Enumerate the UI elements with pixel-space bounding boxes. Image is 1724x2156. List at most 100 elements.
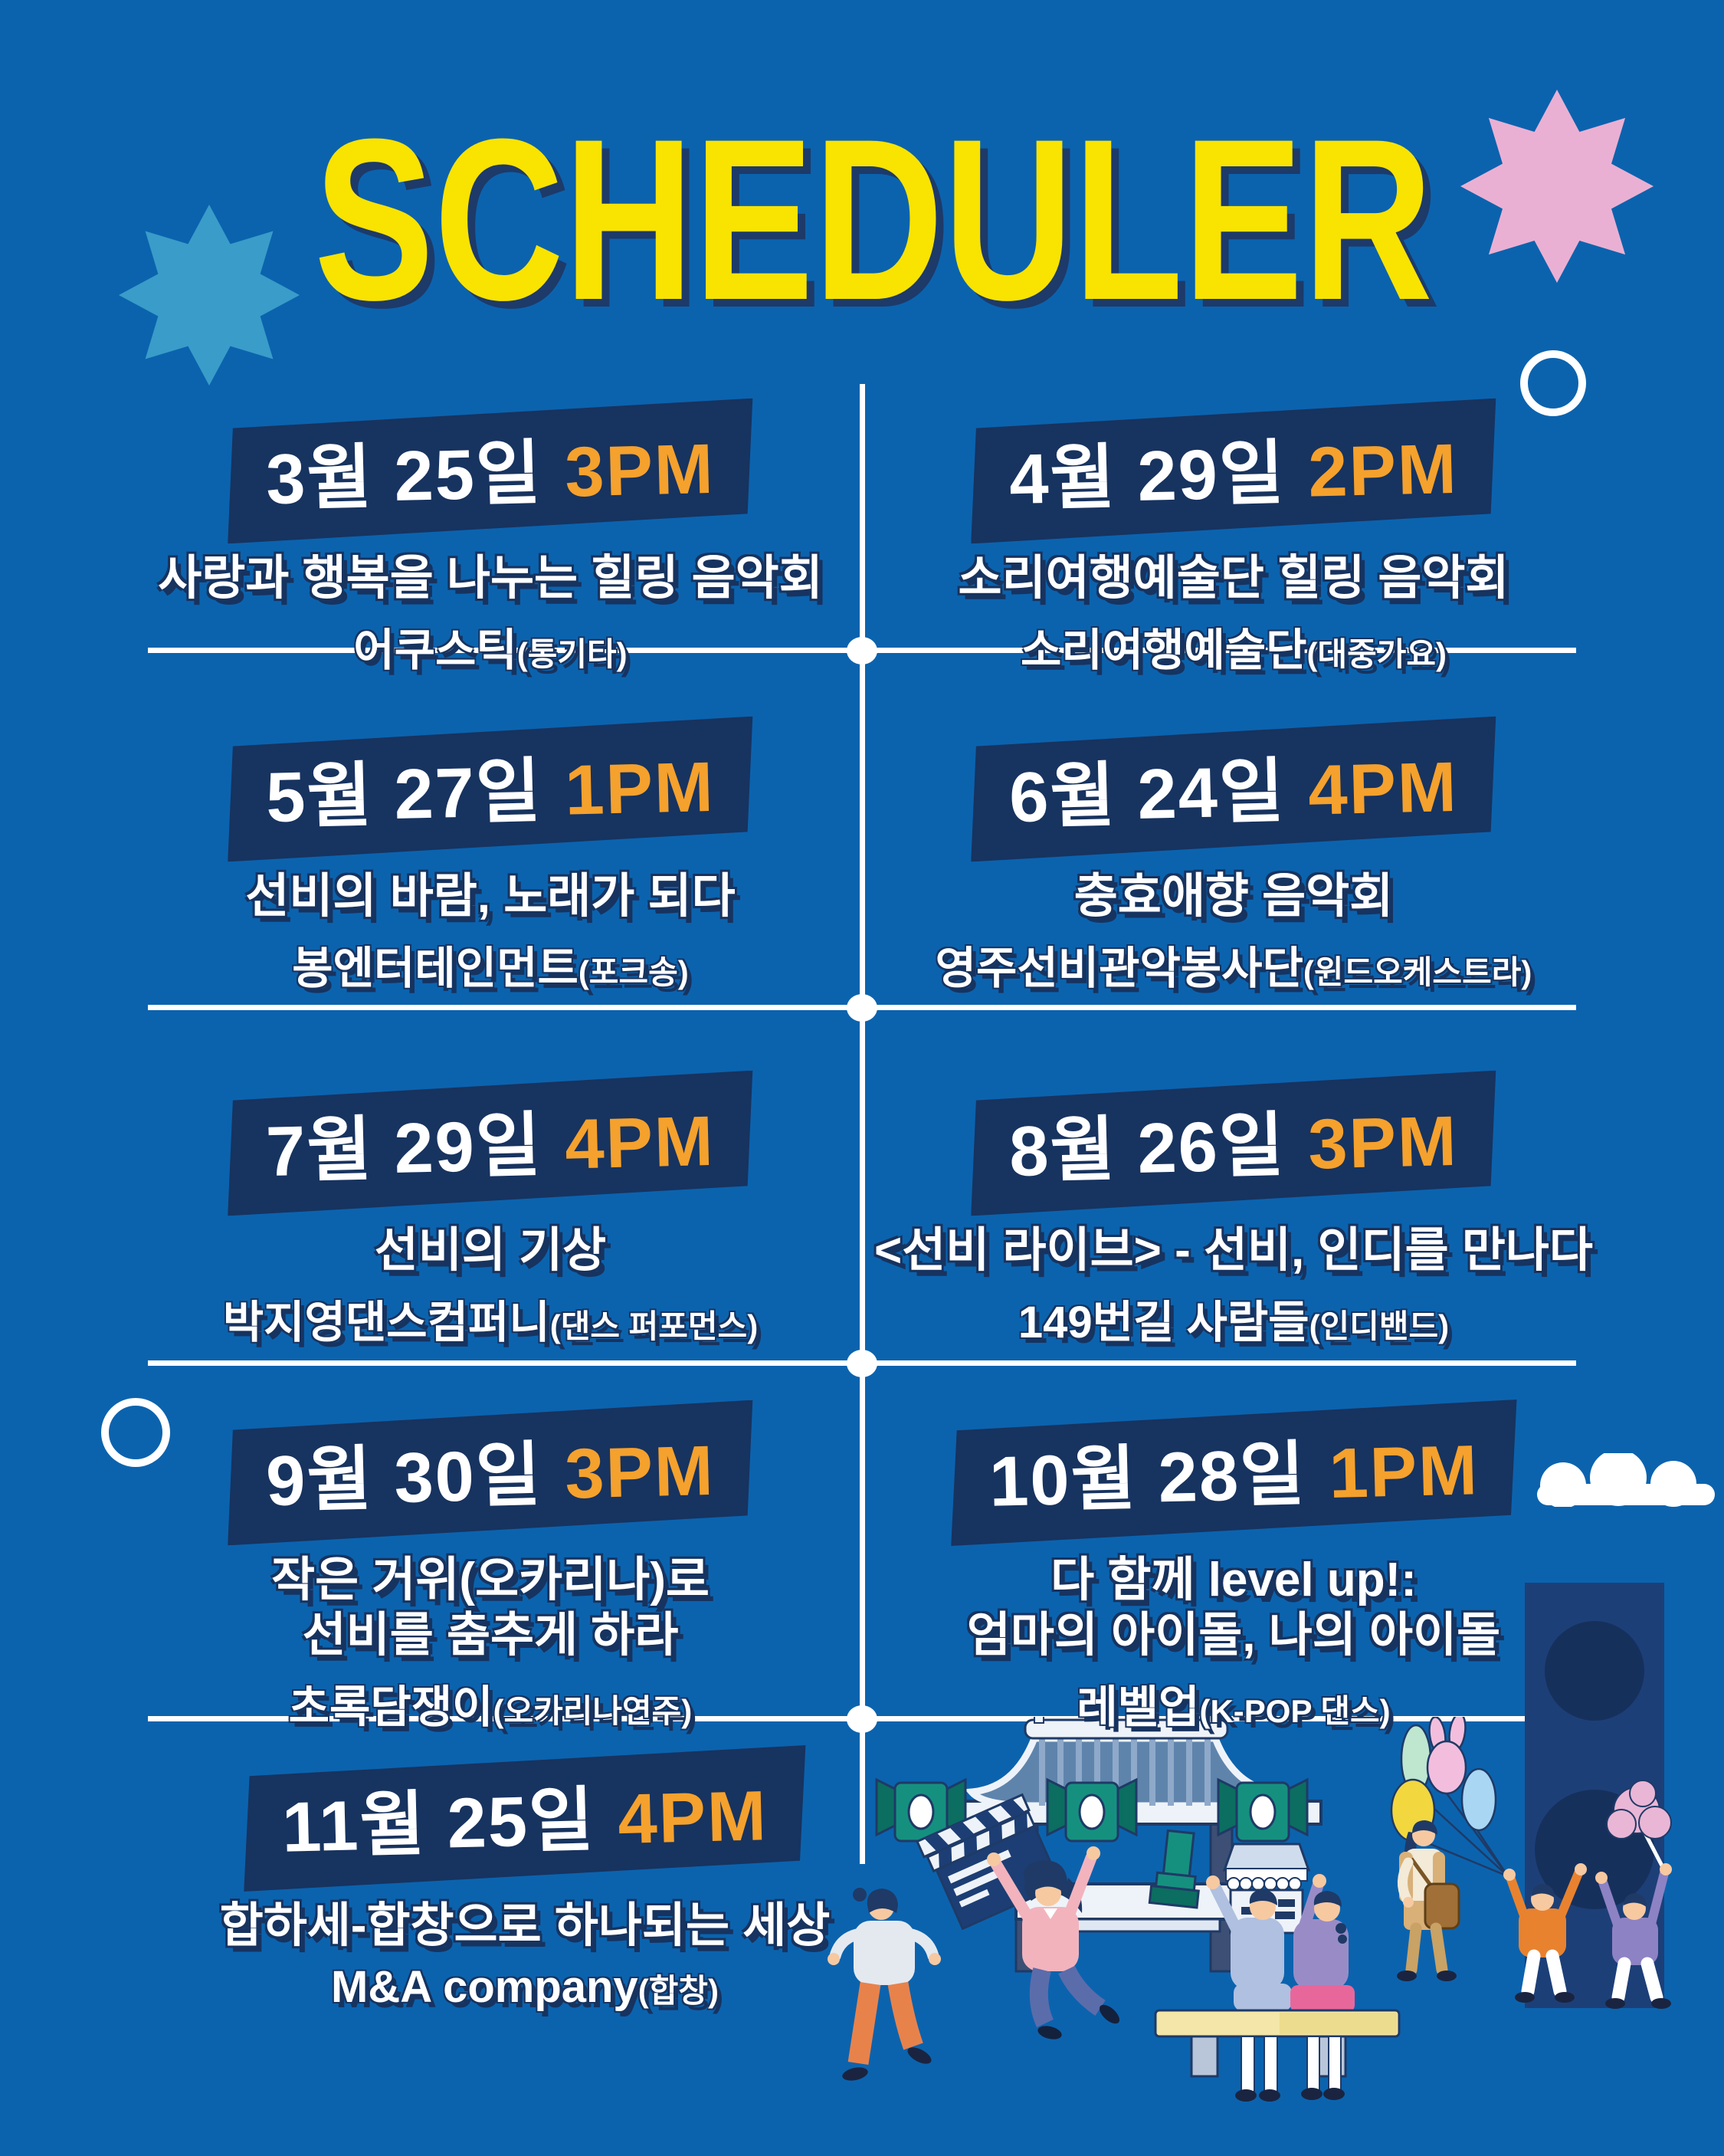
event-card: 3월 25일 3PM 사랑과 행복을 나누는 힐링 음악회 어쿠스틱(통기타) bbox=[103, 405, 877, 678]
performer-name: 레벨업 bbox=[1077, 1682, 1200, 1732]
performer-name: 초록담쟁이 bbox=[288, 1682, 493, 1732]
cloud-icon bbox=[1537, 1453, 1715, 1507]
performer-name: 영주선비관악봉사단 bbox=[935, 943, 1303, 993]
event-date: 7월 29일 bbox=[265, 1106, 543, 1192]
poster-title-art: SCHEDULER SCHEDULER bbox=[314, 90, 1440, 356]
event-time: 1PM bbox=[1327, 1431, 1480, 1513]
event-date-banner: 5월 27일 1PM bbox=[225, 717, 756, 862]
event-performer: M&A company(합창) bbox=[103, 1961, 946, 2013]
event-date: 8월 26일 bbox=[1008, 1106, 1286, 1192]
performer-genre: (포크송) bbox=[578, 953, 689, 990]
event-date-banner: 7월 29일 4PM bbox=[225, 1071, 756, 1216]
performer-genre: (오카리나연주) bbox=[493, 1692, 693, 1729]
event-performer: 어쿠스틱(통기타) bbox=[103, 614, 877, 678]
performer-genre: (댄스 퍼포먼스) bbox=[549, 1308, 759, 1344]
event-title: 선비의 바람, 노래가 되다 bbox=[245, 870, 736, 923]
event-time: 4PM bbox=[617, 1777, 769, 1859]
poster-title: SCHEDULER bbox=[314, 90, 1433, 348]
seated-dancer bbox=[1290, 1874, 1355, 2013]
event-performer: 149번길 사람들(인디밴드) bbox=[847, 1286, 1621, 1350]
seated-dancer bbox=[1206, 1875, 1292, 2011]
performer-genre: (통기타) bbox=[516, 635, 628, 672]
performer-genre: (인디밴드) bbox=[1309, 1308, 1450, 1344]
performer-name: 소리여행예술단 bbox=[1020, 625, 1307, 675]
performer-name: 어쿠스틱 bbox=[353, 625, 517, 675]
event-performer: 영주선비관악봉사단(윈드오케스트라) bbox=[847, 932, 1621, 996]
performer-genre: (윈드오케스트라) bbox=[1303, 953, 1532, 990]
walking-person bbox=[1397, 1820, 1460, 1981]
stage-light-icon bbox=[1217, 1777, 1309, 1843]
event-date: 10월 28일 bbox=[988, 1435, 1307, 1521]
dancing-woman bbox=[987, 1846, 1120, 2040]
festival-scene-illustration bbox=[828, 1717, 1672, 2102]
divider-dot bbox=[847, 637, 877, 665]
event-time: 3PM bbox=[1307, 1101, 1460, 1184]
event-card: 7월 29일 4PM 선비의 기상 박지영댄스컴퍼니(댄스 퍼포먼스) bbox=[103, 1077, 877, 1350]
dancing-woman bbox=[828, 1888, 941, 2081]
event-title: 다 함께 level up!: 엄마의 아이돌, 나의 아이돌 bbox=[966, 1554, 1501, 1662]
event-performer: 소리여행예술단(대중가요) bbox=[847, 614, 1621, 678]
divider-dot bbox=[847, 994, 877, 1022]
event-card: 8월 26일 3PM <선비 라이브> - 선비, 인디를 만나다 149번길 사… bbox=[847, 1077, 1621, 1350]
performer-name: 봉엔터테인먼트 bbox=[292, 943, 578, 993]
event-performer: 레벨업(K-POP 댄스) bbox=[847, 1671, 1621, 1735]
event-performer: 봉엔터테인먼트(포크송) bbox=[103, 932, 877, 996]
event-card: 6월 24일 4PM 충효애향 음악회 영주선비관악봉사단(윈드오케스트라) bbox=[847, 723, 1621, 996]
event-time: 4PM bbox=[564, 1101, 716, 1184]
event-date: 9월 30일 bbox=[265, 1436, 543, 1521]
event-date: 11월 25일 bbox=[281, 1780, 596, 1867]
event-date: 5월 27일 bbox=[265, 752, 543, 838]
event-time: 4PM bbox=[1307, 747, 1460, 830]
balloons bbox=[1390, 1717, 1497, 1843]
performer-genre: (K-POP 댄스) bbox=[1199, 1692, 1391, 1729]
event-title: 합하세-합창으로 하나되는 세상 bbox=[219, 1899, 831, 1952]
event-time: 3PM bbox=[564, 1431, 716, 1514]
poster-title-shadow: SCHEDULER bbox=[322, 98, 1440, 356]
event-title: 소리여행예술단 힐링 음악회 bbox=[958, 552, 1509, 605]
stage-light-icon bbox=[1046, 1777, 1138, 1843]
event-performer: 박지영댄스컴퍼니(댄스 퍼포먼스) bbox=[103, 1286, 877, 1350]
speaker-circle bbox=[1545, 1621, 1644, 1721]
event-card: 5월 27일 1PM 선비의 바람, 노래가 되다 봉엔터테인먼트(포크송) bbox=[103, 723, 877, 996]
event-time: 1PM bbox=[564, 747, 716, 830]
event-date-banner: 11월 25일 4PM bbox=[241, 1745, 809, 1892]
event-title: 선비의 기상 bbox=[374, 1224, 607, 1277]
event-card: 4월 29일 2PM 소리여행예술단 힐링 음악회 소리여행예술단(대중가요) bbox=[847, 405, 1621, 678]
performer-name: M&A company bbox=[331, 1961, 638, 2012]
jumping-kid bbox=[1503, 1863, 1587, 2003]
event-date: 4월 29일 bbox=[1008, 434, 1286, 520]
divider-dot bbox=[847, 1705, 877, 1733]
event-title: 사랑과 행복을 나누는 힐링 음악회 bbox=[158, 552, 823, 605]
event-time: 2PM bbox=[1307, 429, 1460, 512]
event-date-banner: 10월 28일 1PM bbox=[948, 1400, 1520, 1546]
event-card: 11월 25일 4PM 합하세-합창으로 하나되는 세상 M&A company(… bbox=[103, 1752, 946, 2013]
event-date-banner: 3월 25일 3PM bbox=[225, 399, 756, 544]
event-date-banner: 4월 29일 2PM bbox=[968, 399, 1499, 544]
asterisk-icon bbox=[119, 205, 300, 386]
performer-genre: (합창) bbox=[637, 1972, 719, 2009]
performer-name: 박지영댄스컴퍼니 bbox=[222, 1297, 550, 1347]
circle-outline-icon bbox=[101, 1398, 170, 1467]
event-title: <선비 라이브> - 선비, 인디를 만나다 bbox=[874, 1224, 1593, 1277]
divider-dot bbox=[847, 1350, 877, 1377]
event-title: 충효애향 음악회 bbox=[1073, 870, 1394, 923]
event-date-banner: 9월 30일 3PM bbox=[225, 1400, 756, 1546]
event-performer: 초록담쟁이(오카리나연주) bbox=[103, 1671, 877, 1735]
jumping-kid bbox=[1595, 1780, 1672, 2009]
performer-name: 149번길 사람들 bbox=[1018, 1297, 1309, 1347]
event-card: 10월 28일 1PM 다 함께 level up!: 엄마의 아이돌, 나의 아… bbox=[847, 1406, 1621, 1735]
event-date: 3월 25일 bbox=[265, 434, 543, 520]
event-title: 작은 거위(오카리나)로 선비를 춤추게 하라 bbox=[271, 1554, 710, 1662]
event-date: 6월 24일 bbox=[1008, 752, 1286, 838]
cotton-candy-icon bbox=[1606, 1780, 1672, 1839]
center-divider-line bbox=[860, 384, 865, 1864]
event-date-banner: 8월 26일 3PM bbox=[968, 1071, 1499, 1216]
circle-outline-icon bbox=[1520, 350, 1586, 416]
stage-light-icon bbox=[1148, 1829, 1200, 1909]
event-card: 9월 30일 3PM 작은 거위(오카리나)로 선비를 춤추게 하라 초록담쟁이(… bbox=[103, 1406, 877, 1735]
shrine-booth bbox=[1222, 1843, 1311, 1934]
performer-genre: (대중가요) bbox=[1306, 635, 1447, 672]
event-date-banner: 6월 24일 4PM bbox=[968, 717, 1499, 862]
asterisk-icon bbox=[1460, 90, 1654, 283]
